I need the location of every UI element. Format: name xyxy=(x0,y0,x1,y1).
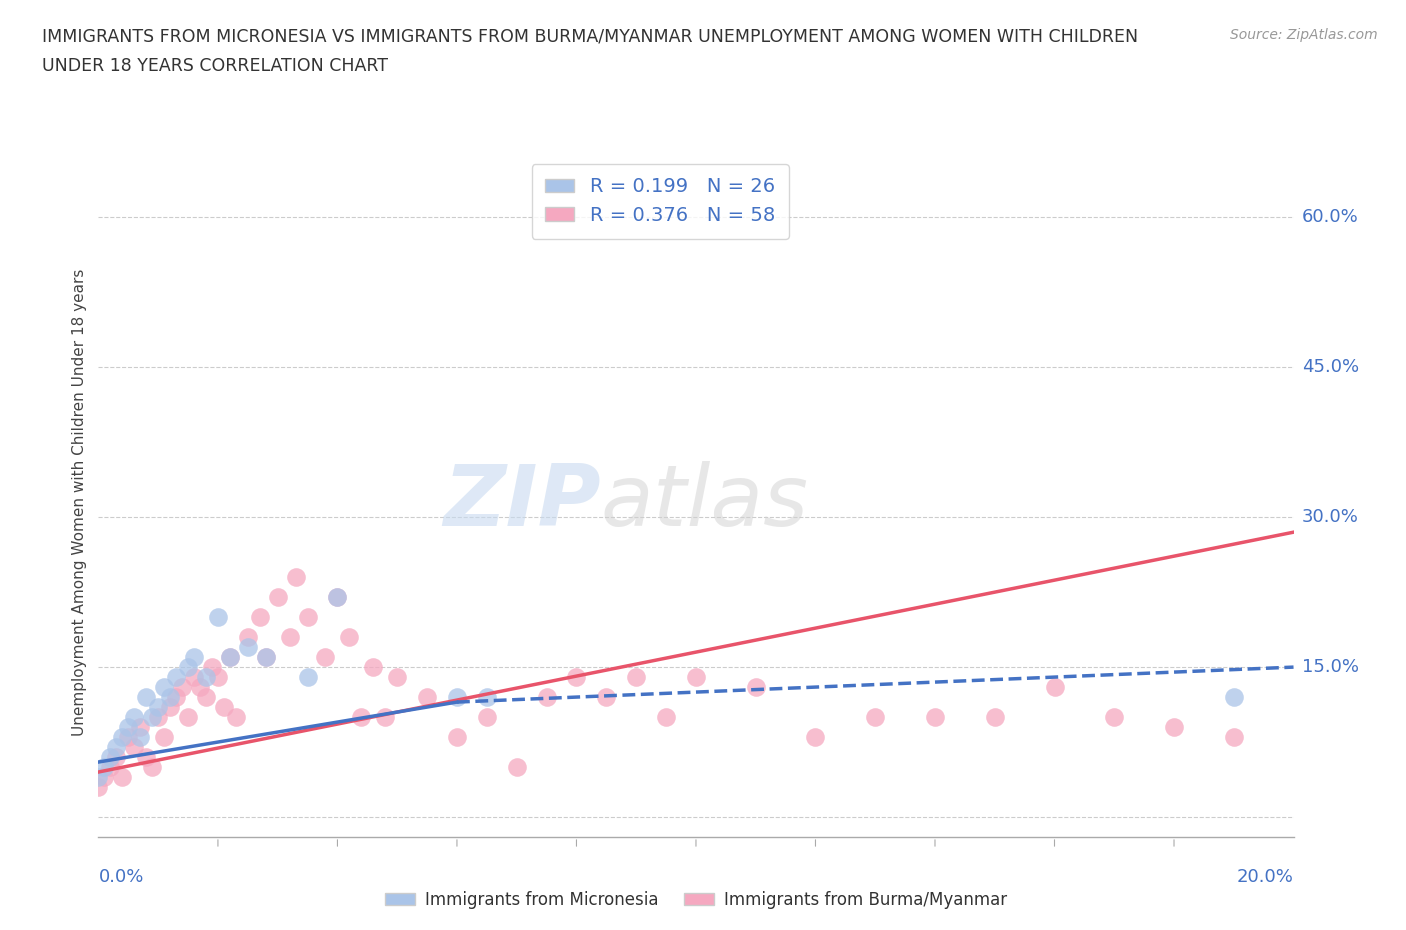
Point xyxy=(254,650,277,665)
Point xyxy=(117,730,139,745)
Point xyxy=(315,650,337,665)
Text: 30.0%: 30.0% xyxy=(1302,508,1358,526)
Point xyxy=(105,750,128,764)
Point xyxy=(385,670,409,684)
Point xyxy=(159,699,181,714)
Point xyxy=(446,690,468,705)
Point xyxy=(183,670,205,684)
Point xyxy=(983,710,1005,724)
Point xyxy=(267,590,290,604)
Point xyxy=(141,760,163,775)
Point xyxy=(124,710,146,724)
Point xyxy=(475,710,498,724)
Point xyxy=(165,690,187,705)
Point xyxy=(595,690,617,705)
Point xyxy=(1104,710,1126,724)
Point xyxy=(254,650,277,665)
Point xyxy=(141,710,163,724)
Text: IMMIGRANTS FROM MICRONESIA VS IMMIGRANTS FROM BURMA/MYANMAR UNEMPLOYMENT AMONG W: IMMIGRANTS FROM MICRONESIA VS IMMIGRANTS… xyxy=(42,28,1139,75)
Point xyxy=(416,690,439,705)
Point xyxy=(655,710,678,724)
Point xyxy=(148,710,170,724)
Point xyxy=(117,720,139,735)
Point xyxy=(685,670,707,684)
Point xyxy=(278,630,301,644)
Point xyxy=(924,710,946,724)
Point xyxy=(148,699,170,714)
Point xyxy=(194,690,218,705)
Point xyxy=(1223,730,1246,745)
Point xyxy=(506,760,529,775)
Point xyxy=(207,610,229,625)
Point xyxy=(745,680,768,695)
Point xyxy=(129,730,152,745)
Point xyxy=(326,590,349,604)
Text: Source: ZipAtlas.com: Source: ZipAtlas.com xyxy=(1230,28,1378,42)
Point xyxy=(93,770,115,785)
Text: ZIP: ZIP xyxy=(443,460,600,544)
Text: atlas: atlas xyxy=(600,460,808,544)
Point xyxy=(201,659,224,674)
Point xyxy=(565,670,588,684)
Point xyxy=(475,690,498,705)
Point xyxy=(172,680,194,695)
Point xyxy=(129,720,152,735)
Point xyxy=(374,710,396,724)
Point xyxy=(225,710,247,724)
Point xyxy=(135,690,157,705)
Point xyxy=(297,610,319,625)
Point xyxy=(363,659,385,674)
Point xyxy=(804,730,827,745)
Point xyxy=(212,699,235,714)
Point xyxy=(350,710,373,724)
Point xyxy=(98,750,122,764)
Point xyxy=(87,770,110,785)
Point xyxy=(159,690,181,705)
Point xyxy=(124,739,146,754)
Point xyxy=(98,760,122,775)
Text: 20.0%: 20.0% xyxy=(1237,868,1294,885)
Point xyxy=(865,710,887,724)
Text: 45.0%: 45.0% xyxy=(1302,358,1360,377)
Point xyxy=(297,670,319,684)
Point xyxy=(177,659,200,674)
Point xyxy=(339,630,360,644)
Point xyxy=(153,730,176,745)
Point xyxy=(446,730,468,745)
Point xyxy=(207,670,229,684)
Point xyxy=(536,690,558,705)
Point xyxy=(111,770,134,785)
Point xyxy=(219,650,242,665)
Point xyxy=(135,750,157,764)
Point xyxy=(153,680,176,695)
Point xyxy=(194,670,218,684)
Point xyxy=(326,590,349,604)
Point xyxy=(236,640,259,655)
Point xyxy=(111,730,134,745)
Y-axis label: Unemployment Among Women with Children Under 18 years: Unemployment Among Women with Children U… xyxy=(72,269,87,736)
Point xyxy=(1043,680,1066,695)
Legend: Immigrants from Micronesia, Immigrants from Burma/Myanmar: Immigrants from Micronesia, Immigrants f… xyxy=(378,884,1014,916)
Point xyxy=(183,650,205,665)
Point xyxy=(219,650,242,665)
Point xyxy=(1163,720,1185,735)
Point xyxy=(188,680,211,695)
Point xyxy=(93,760,115,775)
Point xyxy=(1223,690,1246,705)
Point xyxy=(87,779,110,794)
Text: 0.0%: 0.0% xyxy=(98,868,143,885)
Point xyxy=(165,670,187,684)
Point xyxy=(177,710,200,724)
Point xyxy=(105,739,128,754)
Point xyxy=(284,570,307,585)
Point xyxy=(249,610,271,625)
Point xyxy=(236,630,259,644)
Text: 15.0%: 15.0% xyxy=(1302,658,1358,676)
Text: 60.0%: 60.0% xyxy=(1302,208,1358,226)
Point xyxy=(624,670,647,684)
